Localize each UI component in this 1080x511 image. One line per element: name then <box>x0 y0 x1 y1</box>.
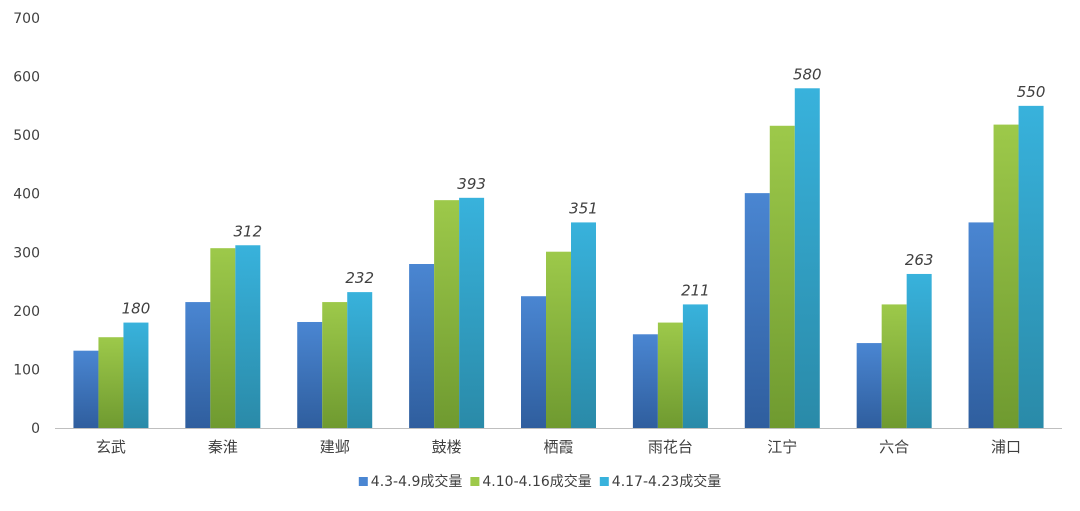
bar <box>98 337 124 428</box>
data-label: 312 <box>234 222 263 240</box>
data-label: 180 <box>122 300 151 318</box>
legend-swatch <box>599 477 609 486</box>
x-tick-label: 栖霞 <box>543 438 573 456</box>
y-tick-label: 700 <box>13 11 40 27</box>
bar <box>235 245 261 428</box>
legend-item: 4.10-4.16成交量 <box>470 473 592 490</box>
bar <box>347 292 373 428</box>
bar <box>210 248 236 428</box>
y-tick-label: 500 <box>13 128 40 144</box>
bar <box>632 334 658 428</box>
bar <box>968 222 994 428</box>
legend-label: 4.17-4.23成交量 <box>612 473 721 490</box>
legend-label: 4.10-4.16成交量 <box>482 473 591 490</box>
y-tick-label: 200 <box>13 304 40 320</box>
data-label: 211 <box>681 281 710 299</box>
y-tick-label: 0 <box>31 421 40 437</box>
x-tick-label: 建邺 <box>320 438 350 456</box>
x-tick-label: 雨花台 <box>648 438 693 456</box>
bar <box>769 125 795 429</box>
bar <box>682 304 708 428</box>
bar <box>906 273 932 428</box>
y-axis: 0 100 200 300 400 500 600 700 <box>13 11 40 437</box>
bar <box>794 88 820 429</box>
bar <box>1018 105 1044 428</box>
bar <box>185 302 211 428</box>
data-label: 263 <box>905 251 934 269</box>
x-tick-label: 浦口 <box>991 438 1021 456</box>
bar <box>73 350 99 428</box>
y-tick-label: 300 <box>13 245 40 261</box>
data-label: 393 <box>457 175 486 193</box>
x-tick-label: 江宁 <box>767 438 797 456</box>
bar <box>434 200 460 428</box>
legend-swatch <box>358 477 368 486</box>
bar <box>856 343 882 428</box>
x-axis: 玄武 秦淮 建邺 鼓楼 栖霞 雨花台 江宁 六合 浦口 <box>96 438 1021 456</box>
y-tick-label: 100 <box>13 362 40 378</box>
x-tick-label: 鼓楼 <box>432 438 462 456</box>
legend-label: 4.3-4.9成交量 <box>371 473 463 490</box>
x-tick-label: 秦淮 <box>208 438 238 456</box>
data-label: 351 <box>569 199 598 217</box>
legend-item: 4.17-4.23成交量 <box>599 473 721 490</box>
data-labels: 180 312 232 393 351 211 580 263 550 <box>122 65 1046 317</box>
bars <box>73 88 1044 429</box>
bar <box>459 197 485 428</box>
bar <box>546 251 571 428</box>
bar <box>881 304 907 428</box>
y-tick-label: 600 <box>13 70 40 86</box>
bar <box>297 321 323 428</box>
legend-item: 4.3-4.9成交量 <box>358 473 463 490</box>
x-tick-label: 玄武 <box>96 438 126 456</box>
bar <box>657 322 683 428</box>
bar <box>409 264 435 428</box>
bar <box>744 193 770 428</box>
legend-swatch <box>470 477 480 486</box>
bar <box>123 322 149 428</box>
data-label: 580 <box>793 65 822 83</box>
bar <box>322 302 348 428</box>
x-tick-label: 六合 <box>879 438 909 456</box>
y-tick-label: 400 <box>13 187 40 203</box>
legend: 4.3-4.9成交量 4.10-4.16成交量 4.17-4.23成交量 <box>358 473 721 490</box>
bar <box>521 296 546 428</box>
bar <box>993 124 1019 428</box>
data-label: 550 <box>1017 83 1046 101</box>
data-label: 232 <box>345 269 374 287</box>
bar <box>571 222 596 428</box>
